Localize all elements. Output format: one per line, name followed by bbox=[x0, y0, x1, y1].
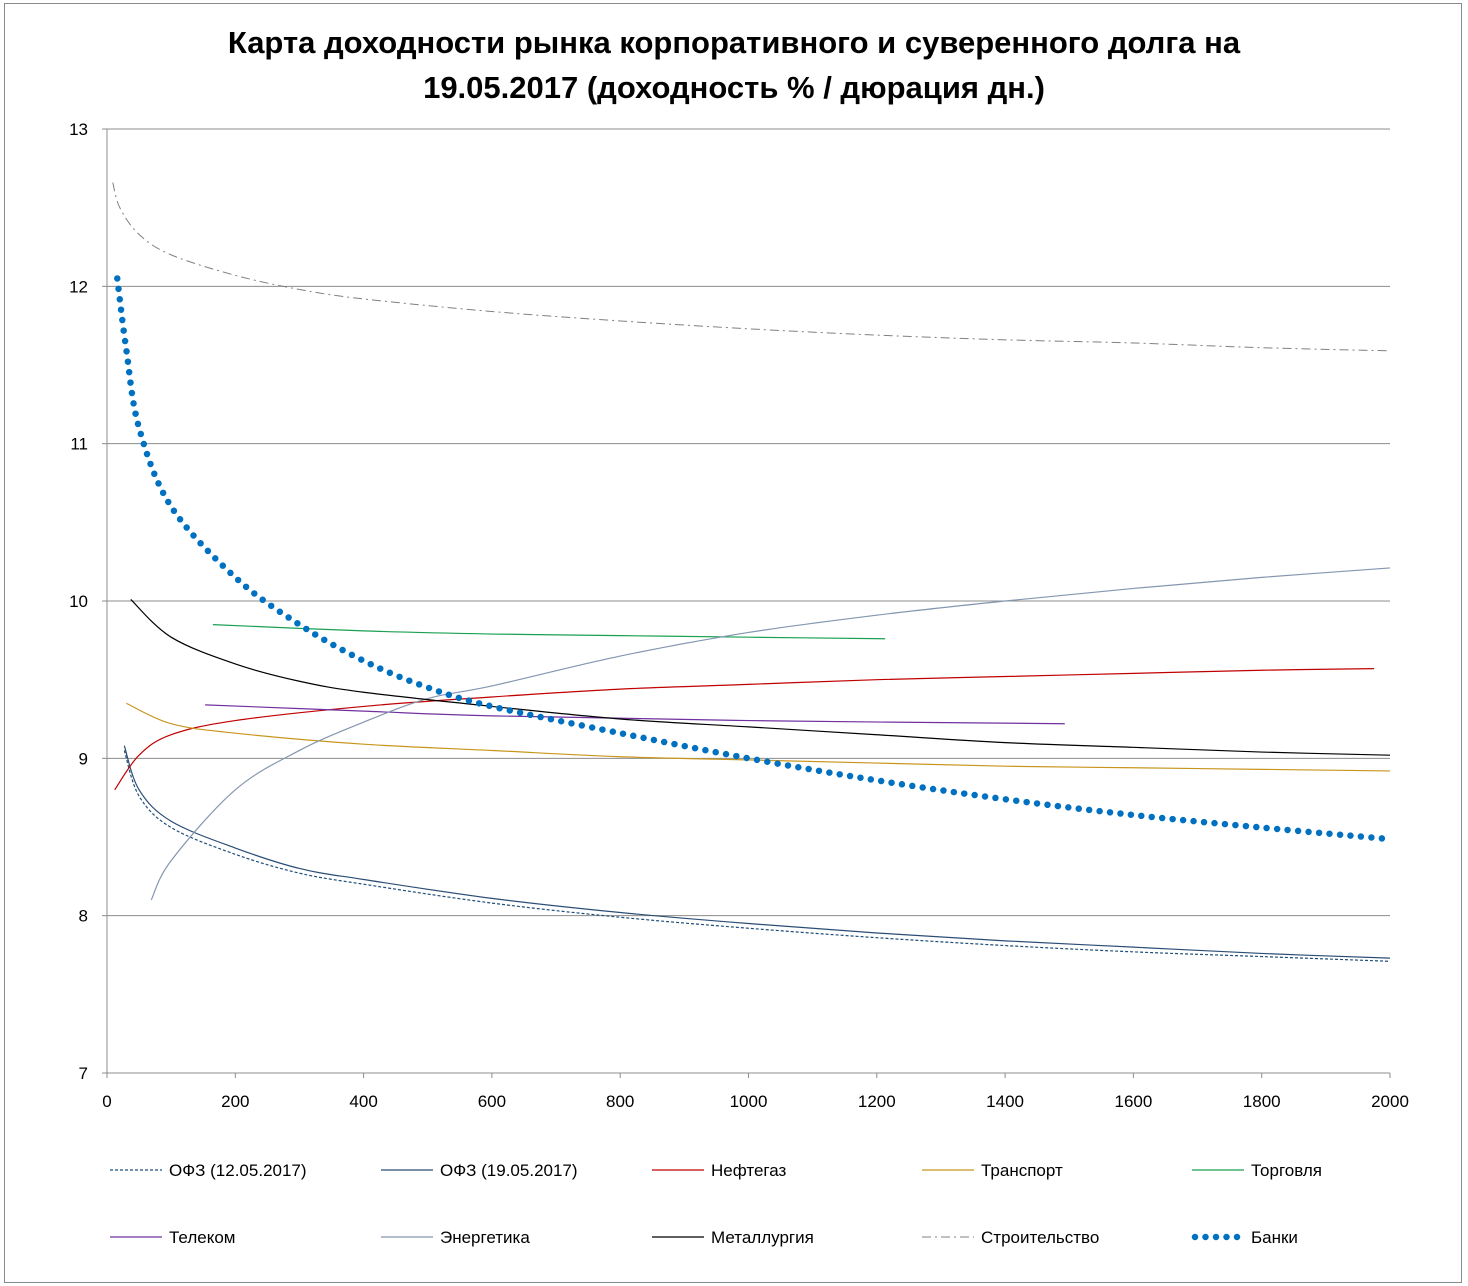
y-tick-label: 8 bbox=[79, 907, 88, 926]
legend-label: Энергетика bbox=[440, 1228, 530, 1247]
x-tick-label: 0 bbox=[102, 1092, 111, 1111]
legend-label: Телеком bbox=[169, 1228, 235, 1247]
y-tick-label: 11 bbox=[70, 435, 88, 454]
series-нефтегаз-line bbox=[114, 668, 1374, 791]
chart-frame bbox=[4, 3, 1462, 1283]
x-tick-label: 800 bbox=[606, 1092, 634, 1111]
legend-label: Строительство bbox=[981, 1228, 1099, 1247]
x-tick-label: 1000 bbox=[730, 1092, 768, 1111]
chart-title: Карта доходности рынка корпоративного и … bbox=[0, 20, 1468, 110]
legend-label: Металлургия bbox=[711, 1228, 814, 1247]
x-tick-label: 200 bbox=[221, 1092, 249, 1111]
y-tick-label: 10 bbox=[69, 592, 88, 611]
series-телеком-line bbox=[205, 704, 1065, 725]
title-line-2: 19.05.2017 (доходность % / дюрация дн.) bbox=[423, 70, 1045, 105]
series-офз-19-05-2017-line bbox=[123, 745, 1391, 959]
series-строительство-line bbox=[112, 182, 1391, 352]
x-tick-label: 2000 bbox=[1371, 1092, 1409, 1111]
series-металлургия-line bbox=[130, 598, 1391, 756]
series-банки-line bbox=[114, 275, 1387, 842]
x-tick-label: 1400 bbox=[986, 1092, 1024, 1111]
x-tick-label: 1200 bbox=[858, 1092, 896, 1111]
y-tick-label: 7 bbox=[79, 1064, 88, 1083]
series-торговля-line bbox=[212, 624, 886, 640]
legend-label: ОФЗ (12.05.2017) bbox=[169, 1161, 307, 1180]
y-tick-label: 9 bbox=[79, 749, 88, 768]
title-line-1: Карта доходности рынка корпоративного и … bbox=[227, 25, 1241, 60]
legend-label: Торговля bbox=[1251, 1161, 1322, 1180]
legend-label: Нефтегаз bbox=[711, 1161, 786, 1180]
legend-label: Транспорт bbox=[981, 1161, 1063, 1180]
legend-label: ОФЗ (19.05.2017) bbox=[440, 1161, 578, 1180]
x-tick-label: 1600 bbox=[1114, 1092, 1152, 1111]
y-tick-label: 13 bbox=[69, 120, 88, 139]
series-транспорт-line bbox=[125, 702, 1391, 772]
legend-label: Банки bbox=[1251, 1228, 1298, 1247]
x-tick-label: 400 bbox=[349, 1092, 377, 1111]
y-tick-label: 12 bbox=[69, 277, 88, 296]
series-офз-12-05-2017-line bbox=[123, 750, 1391, 962]
series-энергетика-line bbox=[150, 567, 1391, 901]
x-tick-label: 600 bbox=[478, 1092, 506, 1111]
x-tick-label: 1800 bbox=[1243, 1092, 1281, 1111]
